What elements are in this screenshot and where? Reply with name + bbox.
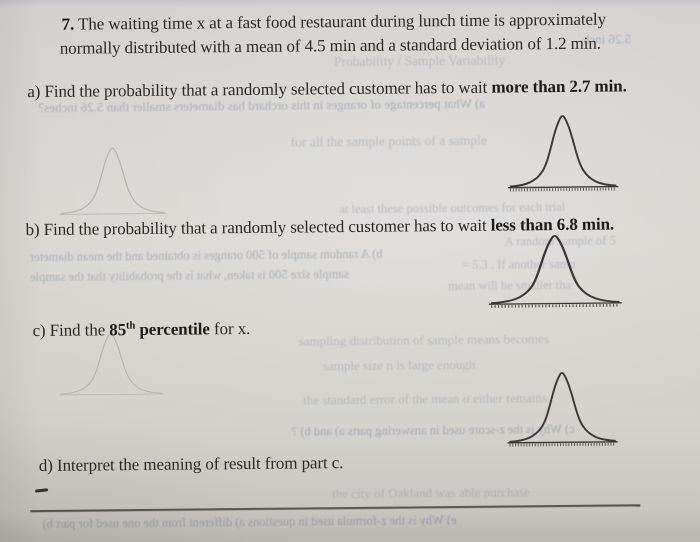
- bleed-through-text: sampling distribution of sample means be…: [298, 331, 549, 349]
- problem-statement: 7. The waiting time x at a fast food res…: [60, 8, 607, 61]
- bleed-through-text: e) Why is the z-formula used in question…: [42, 512, 457, 531]
- bleed-through-text: b) A random sample of 500 oranges is obt…: [29, 246, 383, 265]
- part-a-question: a) Find the probability that a randomly …: [27, 76, 627, 102]
- bleed-through-text: 5.26 inch: [582, 31, 632, 47]
- part-c-emphasis: 85th percentile: [109, 319, 210, 340]
- bell-curve-sketch-part-c: [504, 368, 621, 449]
- bell-curve-sketch-part-a: [504, 111, 621, 194]
- bleed-through-text: sample size 500 is taken, what is the pr…: [29, 267, 349, 285]
- bleed-through-text: sample size n is large enough: [322, 356, 476, 374]
- part-d-question: d) Interpret the meaning of result from …: [38, 453, 344, 475]
- part-c-question: c) Find the 85th percentile for x.: [32, 318, 251, 341]
- bleed-through-text: Probability / Sample Variability: [333, 52, 506, 70]
- problem-number: 7.: [61, 14, 75, 34]
- part-a-emphasis: more than 2.7 min.: [491, 76, 627, 97]
- horizontal-rule-line: [30, 504, 641, 513]
- bell-curve-sketch-faint: [56, 330, 167, 401]
- pen-dash-mark: [34, 488, 49, 493]
- bleed-through-text: the city of Oakland was able purchase: [332, 484, 531, 502]
- bell-curve-sketch-faint: [56, 144, 170, 221]
- part-b-emphasis: less than 6.8 min.: [490, 214, 615, 235]
- bleed-through-text: for all the sample points of a sample: [290, 132, 487, 150]
- bell-curve-sketch-part-b: [485, 231, 626, 310]
